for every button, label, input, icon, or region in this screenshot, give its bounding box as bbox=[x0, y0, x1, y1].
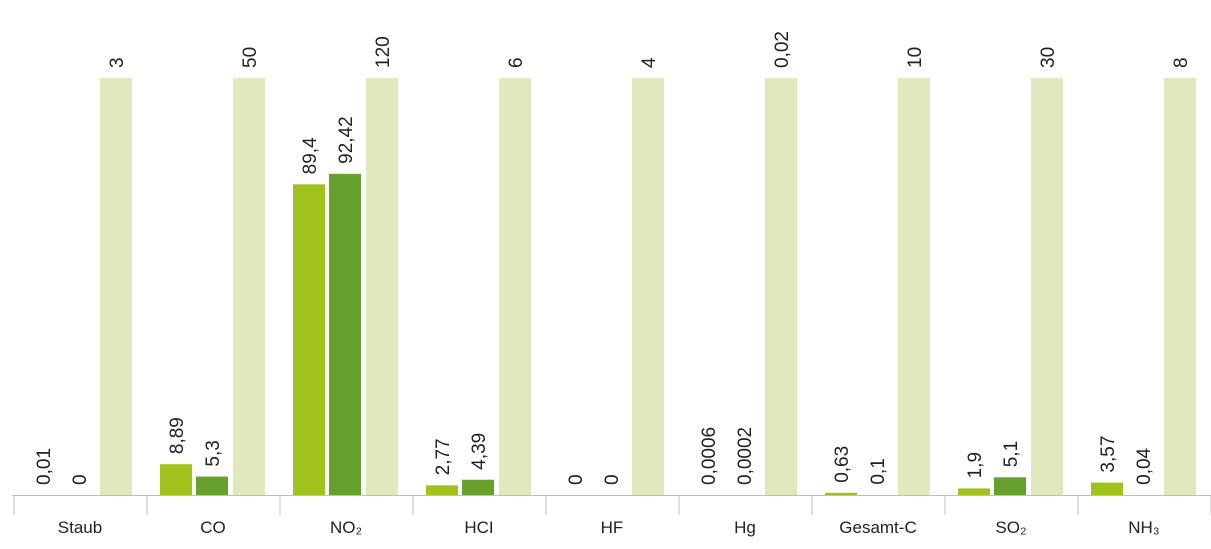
value-label: 0 bbox=[70, 474, 91, 485]
limit-bar bbox=[1031, 78, 1063, 495]
value-label: 0 bbox=[602, 474, 623, 485]
bars-layer bbox=[100, 78, 1196, 495]
category-label: HCI bbox=[464, 518, 493, 537]
measure-bar-1 bbox=[160, 464, 192, 495]
measure-bar-1 bbox=[426, 485, 458, 495]
measure-bar-2 bbox=[329, 173, 361, 495]
category-label: CO bbox=[200, 518, 226, 537]
limit-bar bbox=[632, 78, 664, 495]
value-labels-layer: 0,01 0 3 8,89 5,3 50 89,4 92,42 120 2,77 4,39 6 0 0 4 0… bbox=[34, 31, 1192, 485]
value-label: 0 bbox=[566, 474, 587, 485]
limit-bar bbox=[898, 78, 930, 495]
value-label: 120 bbox=[373, 36, 394, 68]
measure-bar-2 bbox=[196, 476, 228, 495]
category-label: Gesamt-C bbox=[839, 518, 916, 537]
measure-bar-1 bbox=[825, 492, 857, 495]
value-label: 92,42 bbox=[336, 116, 357, 164]
value-label: 8,89 bbox=[167, 417, 188, 454]
value-label: 2,77 bbox=[433, 438, 454, 475]
category-label: NO₂ bbox=[330, 518, 362, 537]
value-label: 6 bbox=[506, 57, 527, 68]
category-label: Staub bbox=[58, 518, 102, 537]
measure-bar-1 bbox=[958, 488, 990, 495]
limit-bar bbox=[499, 78, 531, 495]
value-label: 50 bbox=[240, 47, 261, 68]
value-label: 5,3 bbox=[203, 440, 224, 466]
value-label: 1,9 bbox=[965, 452, 986, 478]
limit-bar bbox=[100, 78, 132, 495]
value-label: 89,4 bbox=[300, 137, 321, 174]
value-label: 0,01 bbox=[34, 448, 55, 485]
value-label: 0,0002 bbox=[735, 427, 756, 485]
measure-bar-2 bbox=[462, 479, 494, 495]
value-label: 10 bbox=[905, 47, 926, 68]
measure-bar-1 bbox=[1091, 482, 1123, 495]
value-label: 0,0006 bbox=[699, 427, 720, 485]
value-label: 3,57 bbox=[1098, 436, 1119, 473]
value-label: 5,1 bbox=[1001, 441, 1022, 467]
value-label: 8 bbox=[1171, 57, 1192, 68]
value-label: 0,04 bbox=[1134, 447, 1155, 484]
value-label: 0,63 bbox=[832, 446, 853, 483]
category-label: HF bbox=[601, 518, 624, 537]
measure-bar-1 bbox=[293, 184, 325, 495]
value-label: 3 bbox=[107, 57, 128, 68]
category-label: SO₂ bbox=[995, 518, 1026, 537]
value-label: 4 bbox=[639, 57, 660, 68]
value-label: 30 bbox=[1038, 47, 1059, 68]
value-label: 4,39 bbox=[469, 433, 490, 470]
category-label: Hg bbox=[734, 518, 756, 537]
measure-bar-2 bbox=[994, 477, 1026, 495]
limit-bar bbox=[366, 78, 398, 495]
limit-bar bbox=[233, 78, 265, 495]
x-axis: Staub CO NO₂ HCI HF Hg Gesamt-C SO₂ NH₃ bbox=[12, 495, 1211, 537]
limit-bar bbox=[765, 78, 797, 495]
value-label: 0,1 bbox=[868, 458, 889, 484]
category-label: NH₃ bbox=[1128, 518, 1159, 537]
limit-bar bbox=[1164, 78, 1196, 495]
value-label: 0,02 bbox=[772, 31, 793, 68]
